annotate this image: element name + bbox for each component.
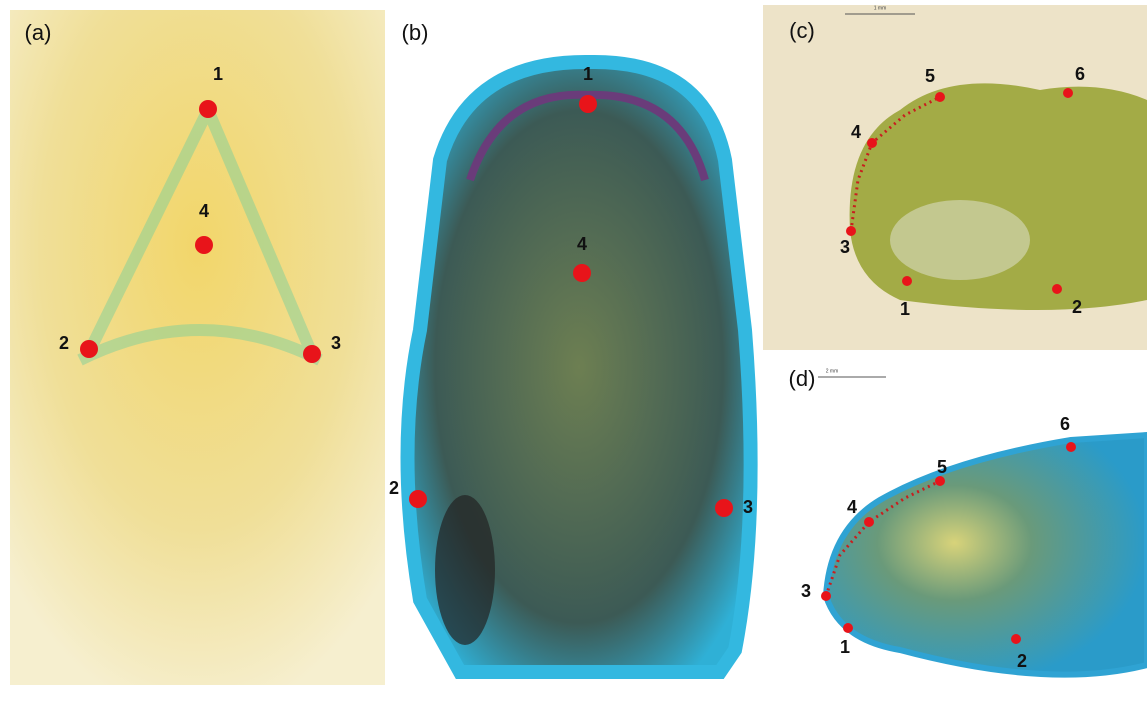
- landmark-label: 1: [840, 637, 850, 657]
- landmark-label: 5: [925, 66, 935, 86]
- panel-label: (c): [789, 18, 815, 43]
- panel-label: (b): [402, 20, 429, 45]
- landmark: [303, 345, 321, 363]
- panel-label: (a): [25, 20, 52, 45]
- landmark: [935, 92, 945, 102]
- landmark-label: 2: [1017, 651, 1027, 671]
- landmark: [409, 490, 427, 508]
- landmark-label: 3: [840, 237, 850, 257]
- eye: [435, 495, 495, 645]
- scale-text: 1 mm: [874, 5, 887, 11]
- landmark: [846, 226, 856, 236]
- landmark-label: 3: [743, 497, 753, 517]
- landmark: [199, 100, 217, 118]
- landmark-label: 2: [1072, 297, 1082, 317]
- landmark: [864, 517, 874, 527]
- landmark-label: 2: [59, 333, 69, 353]
- landmark-label: 3: [331, 333, 341, 353]
- landmark: [1052, 284, 1062, 294]
- landmark-label: 4: [199, 201, 209, 221]
- landmark: [195, 236, 213, 254]
- landmark-label: 4: [847, 497, 857, 517]
- landmark: [902, 276, 912, 286]
- landmark: [821, 591, 831, 601]
- landmark-label: 1: [900, 299, 910, 319]
- landmark-label: 1: [213, 64, 223, 84]
- landmark: [1066, 442, 1076, 452]
- landmark: [1063, 88, 1073, 98]
- landmark-label: 6: [1075, 64, 1085, 84]
- highlight: [890, 200, 1030, 280]
- landmark-label: 1: [583, 64, 593, 84]
- landmark: [867, 138, 877, 148]
- landmark: [573, 264, 591, 282]
- landmark-label: 4: [851, 122, 861, 142]
- landmark: [843, 623, 853, 633]
- scale-text: 2 mm: [826, 368, 839, 374]
- landmark-label: 3: [801, 581, 811, 601]
- landmark-label: 5: [937, 457, 947, 477]
- landmark: [715, 499, 733, 517]
- landmark: [1011, 634, 1021, 644]
- specimen-d: [826, 435, 1147, 675]
- landmark-label: 6: [1060, 414, 1070, 434]
- landmark: [80, 340, 98, 358]
- landmark-label: 2: [389, 478, 399, 498]
- figure: 1 mm 2 mm (a) (b) (c) (d) 1 4 2 3 1 4 2 3 5 6 4 3 1 2…: [0, 0, 1147, 708]
- panel-label: (d): [789, 366, 816, 391]
- landmark: [935, 476, 945, 486]
- landmark: [579, 95, 597, 113]
- specimen-c: [850, 83, 1147, 310]
- landmark-label: 4: [577, 234, 587, 254]
